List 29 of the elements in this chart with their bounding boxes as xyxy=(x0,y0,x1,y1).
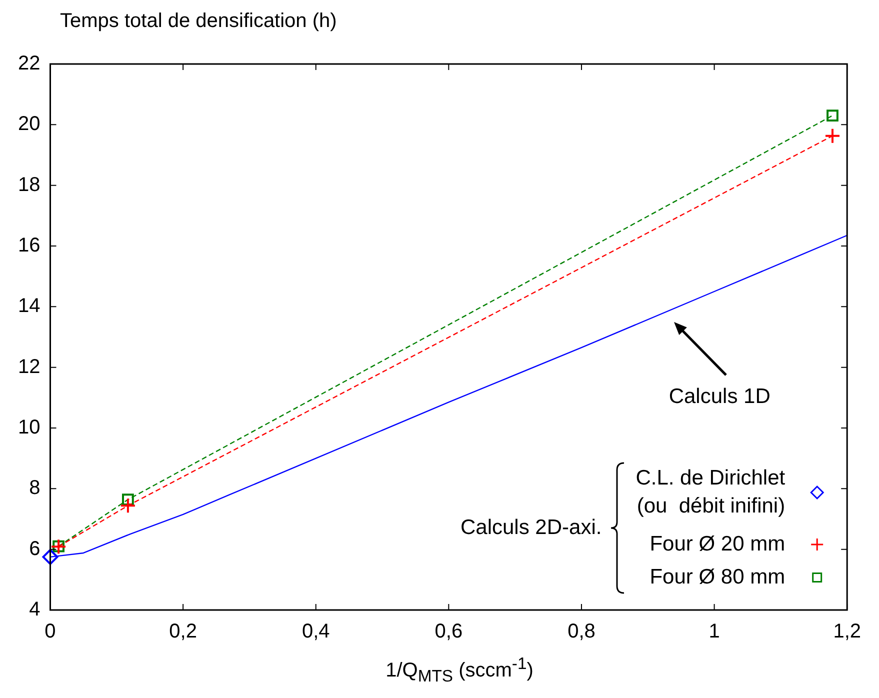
annotation: Calculs 2D-axi. xyxy=(460,516,602,539)
y-tick-label: 20 xyxy=(18,113,40,136)
y-tick-label: 10 xyxy=(18,416,40,439)
x-tick-label: 0,2 xyxy=(169,620,197,643)
y-tick-label: 16 xyxy=(18,234,40,257)
x-tick-label: 0,8 xyxy=(568,620,596,643)
x-tick-label: 1 xyxy=(708,620,720,643)
point xyxy=(826,110,838,122)
legend-label: C.L. de Dirichlet (ou débit inifini) xyxy=(636,466,786,518)
x-tick-label: 0 xyxy=(44,620,56,643)
legend-label: Four Ø 80 mm xyxy=(650,565,786,588)
y-tick-label: 8 xyxy=(29,477,40,500)
point xyxy=(42,548,58,565)
y-tick-label: 6 xyxy=(29,538,40,560)
y-tick-label: 14 xyxy=(18,295,40,318)
point xyxy=(122,494,134,506)
x-tick-label: 0,4 xyxy=(302,620,330,643)
point xyxy=(120,498,136,514)
y-tick-label: 18 xyxy=(18,174,40,196)
annotation: Calculs 1D xyxy=(668,384,770,408)
x-tick-label: 1,2 xyxy=(833,620,862,643)
x-axis-title: 1/Q$_{MTS}$ (sccm$^{-1}$) xyxy=(384,654,534,687)
x-tick-label: 0,6 xyxy=(434,620,463,643)
legend-label: Four Ø 20 mm xyxy=(650,532,786,556)
point xyxy=(824,128,840,144)
y-tick-label: 4 xyxy=(29,598,40,621)
y-axis-title: Temps total de densification (h) xyxy=(59,9,338,34)
y-tick-label: 22 xyxy=(18,52,40,75)
y-tick-label: 12 xyxy=(18,356,40,378)
